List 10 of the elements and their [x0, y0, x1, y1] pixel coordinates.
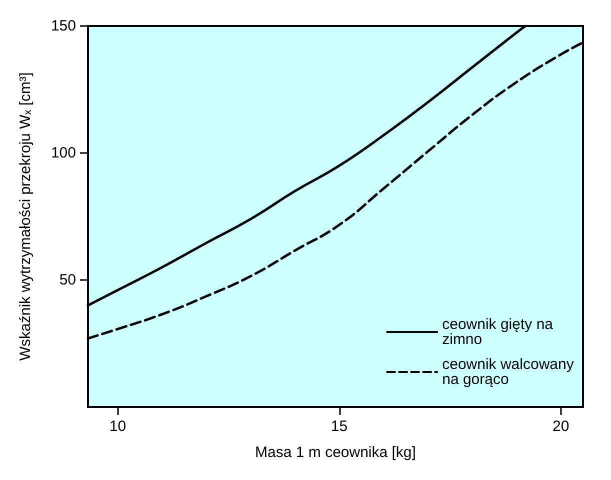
y-axis-title: Wskaźnik wytrzymałości przekroju Wₓ [cm³] — [17, 72, 34, 361]
x-tick-label: 15 — [330, 418, 348, 435]
y-tick-label: 50 — [59, 272, 76, 288]
x-tick-label: 10 — [109, 418, 126, 435]
y-tick-label: 100 — [50, 144, 76, 162]
legend-label: ceownik walcowany na gorąco — [442, 356, 578, 388]
legend-label: ceownik gięty na zimno — [442, 316, 558, 348]
x-axis-title: Masa 1 m ceownika [kg] — [255, 444, 416, 461]
y-tick-label: 150 — [50, 18, 76, 34]
x-tick-label: 20 — [552, 418, 570, 435]
